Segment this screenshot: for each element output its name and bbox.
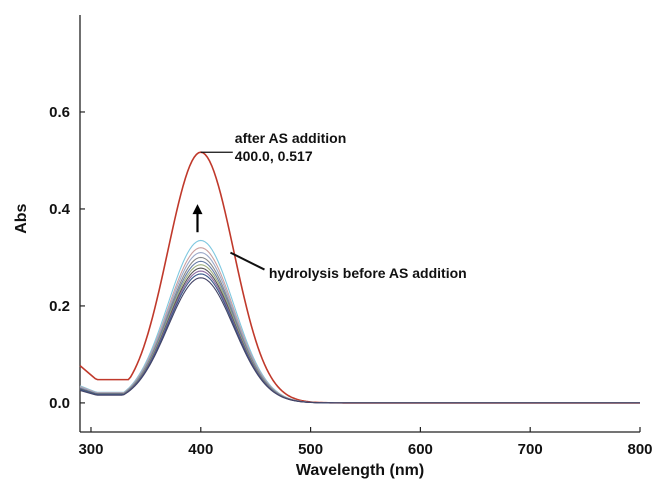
after-addition-peak-label: 400.0, 0.517 xyxy=(235,148,313,164)
y-tick-label: 0.6 xyxy=(49,104,70,121)
x-axis-title: Wavelength (nm) xyxy=(296,462,424,479)
before-addition-leader-line xyxy=(229,251,265,271)
y-tick-label: 0.0 xyxy=(49,395,70,412)
y-tick-label: 0.4 xyxy=(49,201,71,218)
x-tick-label: 800 xyxy=(627,441,652,458)
increase-arrow-head xyxy=(192,204,203,215)
x-tick-label: 400 xyxy=(188,441,213,458)
after-addition-label: after AS addition xyxy=(235,130,346,146)
x-tick-label: 300 xyxy=(78,441,103,458)
spectra-series xyxy=(79,151,640,404)
axis-ticks: 300 400 500 600 700 800 0.0 0.2 0.4 0.6 xyxy=(49,104,652,458)
annotations: after AS addition 400.0, 0.517 hydrolysi… xyxy=(192,130,467,281)
x-tick-label: 500 xyxy=(298,441,323,458)
x-tick-label: 700 xyxy=(518,441,543,458)
hydrolysis-curve xyxy=(79,273,640,404)
before-addition-label: hydrolysis before AS addition xyxy=(269,265,467,281)
y-axis-title: Abs xyxy=(13,203,30,233)
x-tick-label: 600 xyxy=(408,441,433,458)
hydrolysis-curve xyxy=(79,277,640,404)
y-tick-label: 0.2 xyxy=(49,298,70,315)
